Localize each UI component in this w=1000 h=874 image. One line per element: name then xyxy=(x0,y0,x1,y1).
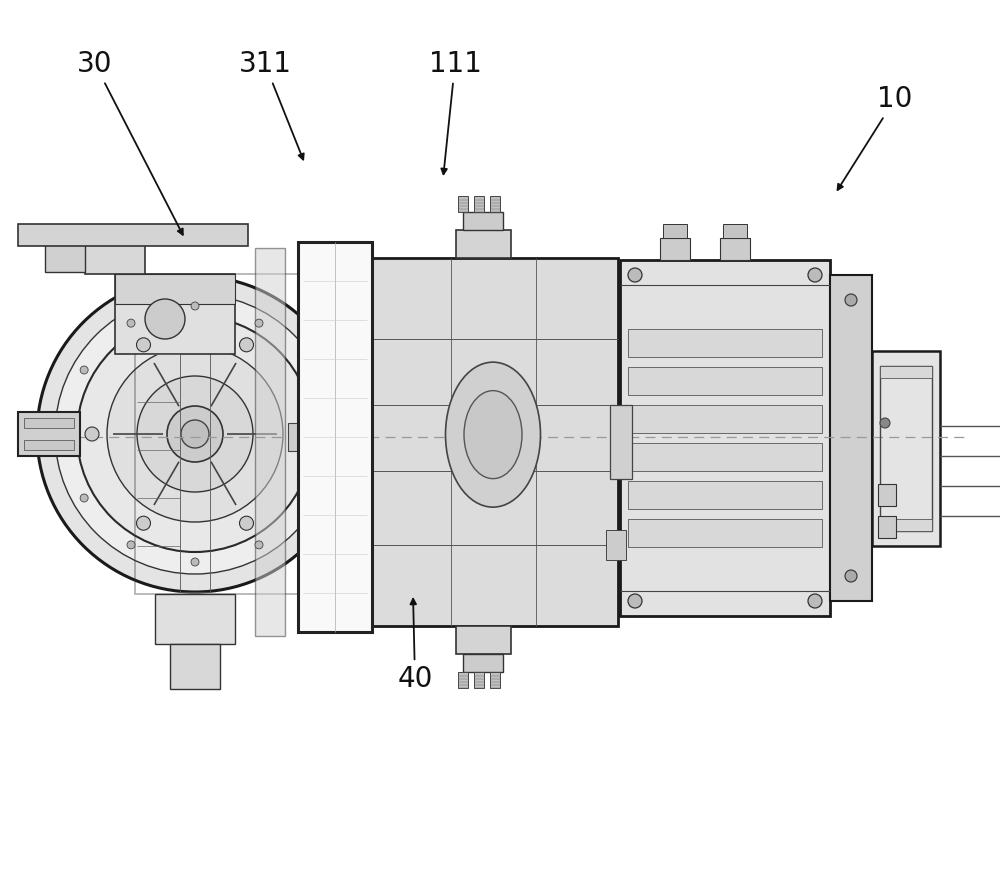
Bar xyxy=(490,196,500,212)
Circle shape xyxy=(808,268,822,282)
Circle shape xyxy=(255,319,263,327)
Bar xyxy=(456,626,511,654)
Bar xyxy=(663,224,687,238)
Ellipse shape xyxy=(446,362,540,507)
Bar xyxy=(368,258,618,626)
Circle shape xyxy=(239,517,253,531)
Circle shape xyxy=(302,494,310,502)
Circle shape xyxy=(63,430,71,438)
Bar xyxy=(170,644,220,689)
Bar xyxy=(18,224,248,246)
Bar xyxy=(456,230,511,258)
Bar xyxy=(490,672,500,688)
Bar xyxy=(255,248,285,636)
Bar xyxy=(878,484,896,506)
Circle shape xyxy=(191,558,199,566)
Bar xyxy=(24,440,74,450)
Circle shape xyxy=(107,346,283,522)
Bar xyxy=(628,329,822,357)
Ellipse shape xyxy=(464,391,522,479)
Text: 30: 30 xyxy=(77,50,183,235)
Bar xyxy=(880,366,932,378)
Bar xyxy=(474,672,484,688)
Circle shape xyxy=(291,427,305,441)
Circle shape xyxy=(137,337,151,352)
Bar xyxy=(620,260,830,616)
Circle shape xyxy=(80,366,88,374)
Bar xyxy=(628,405,822,433)
Bar xyxy=(18,412,80,456)
Bar xyxy=(880,366,932,531)
Circle shape xyxy=(628,268,642,282)
Bar xyxy=(155,594,235,644)
Text: 10: 10 xyxy=(838,85,913,190)
Circle shape xyxy=(191,302,199,310)
Bar xyxy=(830,275,872,601)
Bar xyxy=(660,238,690,260)
Circle shape xyxy=(240,337,254,352)
Bar xyxy=(720,238,750,260)
Bar xyxy=(628,519,822,547)
Bar xyxy=(368,423,830,451)
Bar xyxy=(298,242,372,632)
Circle shape xyxy=(80,494,88,502)
Bar xyxy=(458,672,468,688)
Bar xyxy=(723,224,747,238)
Circle shape xyxy=(55,294,335,574)
Circle shape xyxy=(136,517,150,531)
Bar xyxy=(458,196,468,212)
Circle shape xyxy=(845,570,857,582)
Circle shape xyxy=(37,276,353,592)
Bar xyxy=(115,274,235,354)
Bar xyxy=(880,519,932,531)
Bar xyxy=(115,274,235,304)
Text: 111: 111 xyxy=(429,50,481,174)
Bar xyxy=(872,351,940,546)
Circle shape xyxy=(85,427,99,441)
Circle shape xyxy=(255,541,263,549)
Bar xyxy=(628,481,822,509)
Text: 311: 311 xyxy=(239,50,304,160)
Circle shape xyxy=(808,594,822,608)
Bar xyxy=(45,242,85,272)
Circle shape xyxy=(145,299,185,339)
Circle shape xyxy=(127,319,135,327)
Circle shape xyxy=(181,420,209,448)
Circle shape xyxy=(845,294,857,306)
Bar xyxy=(610,406,632,479)
Bar xyxy=(135,274,360,594)
Bar xyxy=(288,423,298,451)
Bar xyxy=(606,531,626,559)
Circle shape xyxy=(167,406,223,462)
Circle shape xyxy=(127,541,135,549)
Bar xyxy=(463,654,503,672)
Bar xyxy=(463,212,503,230)
Bar xyxy=(474,196,484,212)
Bar xyxy=(180,276,210,592)
Bar xyxy=(628,367,822,395)
Circle shape xyxy=(77,316,313,552)
Bar xyxy=(85,239,145,274)
Bar xyxy=(878,516,896,538)
Circle shape xyxy=(137,376,253,492)
Circle shape xyxy=(319,430,327,438)
Circle shape xyxy=(302,366,310,374)
Bar xyxy=(628,443,822,471)
Circle shape xyxy=(628,594,642,608)
Bar xyxy=(24,418,74,428)
Text: 40: 40 xyxy=(397,599,433,693)
Circle shape xyxy=(880,418,890,428)
